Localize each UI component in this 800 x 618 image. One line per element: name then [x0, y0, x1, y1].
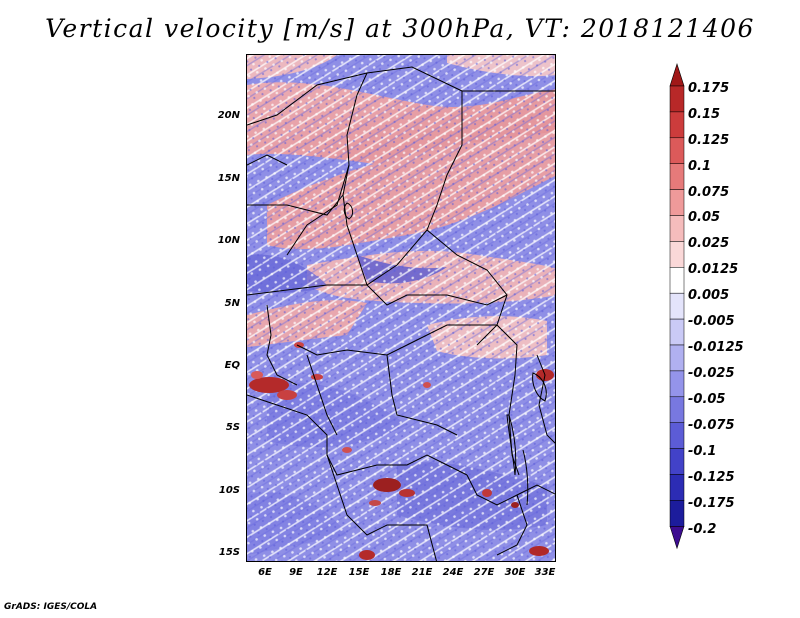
colorbar-label: -0.0125	[688, 340, 744, 355]
colorbar	[669, 63, 685, 550]
colorbar-label: 0.0125	[688, 262, 739, 277]
lon-label-15e: 15E	[348, 567, 370, 578]
colorbar-label: -0.005	[688, 314, 735, 329]
lat-label-5s: 5S	[225, 422, 240, 433]
colorbar-label: -0.175	[688, 496, 735, 511]
colorbar-label: -0.125	[688, 470, 735, 485]
colorbar-max-arrow	[669, 63, 685, 87]
colorbar-label: 0.005	[688, 288, 730, 303]
colorbar-segment	[669, 370, 685, 398]
lat-label-20n: 20N	[217, 110, 240, 121]
colorbar-segment	[669, 85, 685, 113]
colorbar-segment	[669, 422, 685, 449]
lakes	[343, 202, 547, 506]
colorbar-segment	[669, 344, 685, 372]
lon-label-33e: 33E	[534, 567, 556, 578]
lat-label-15n: 15N	[217, 173, 240, 184]
colorbar-label: 0.1	[688, 159, 712, 174]
colorbar-segment	[669, 189, 685, 216]
colorbar-segment	[669, 137, 685, 164]
vertical-velocity-map	[246, 54, 556, 562]
convective-cores	[249, 342, 554, 560]
colorbar-label: -0.2	[688, 522, 717, 537]
colorbar-label: -0.025	[688, 366, 735, 381]
colorbar-label: 0.175	[688, 81, 730, 96]
colorbar-segment	[669, 474, 685, 501]
colorbar-segment	[669, 500, 685, 527]
lat-label-eq: EQ	[224, 360, 240, 371]
colorbar-label: 0.125	[688, 133, 730, 148]
lon-label-30e: 30E	[504, 567, 526, 578]
map-canvas	[247, 55, 555, 561]
colorbar-segment	[669, 267, 685, 294]
lon-label-18e: 18E	[380, 567, 402, 578]
colorbar-label: 0.15	[688, 107, 721, 122]
lat-label-10s: 10S	[218, 485, 240, 496]
colorbar-segment	[669, 111, 685, 139]
colorbar-segment	[669, 241, 685, 268]
colorbar-segment	[669, 163, 685, 190]
lon-label-9e: 9E	[289, 567, 303, 578]
lat-label-10n: 10N	[217, 235, 240, 246]
colorbar-label: -0.075	[688, 418, 735, 433]
colorbar-label: 0.075	[688, 185, 730, 200]
colorbar-label: -0.1	[688, 444, 717, 459]
colorbar-segment	[669, 215, 685, 242]
colorbar-label: -0.05	[688, 392, 726, 407]
lon-label-6e: 6E	[258, 567, 272, 578]
lat-label-5n: 5N	[224, 298, 240, 309]
lon-label-24e: 24E	[442, 567, 464, 578]
lon-label-12e: 12E	[316, 567, 338, 578]
colorbar-segment	[669, 292, 685, 320]
lat-label-15s: 15S	[218, 547, 240, 558]
grads-credit: GrADS: IGES/COLA	[4, 602, 98, 612]
lon-label-21e: 21E	[411, 567, 433, 578]
colorbar-segment	[669, 448, 685, 475]
colorbar-segment	[669, 318, 685, 346]
lon-label-27e: 27E	[473, 567, 495, 578]
colorbar-label: 0.05	[688, 210, 721, 225]
colorbar-label: 0.025	[688, 236, 730, 251]
field-speckle	[247, 55, 555, 561]
chart-title: Vertical velocity [m/s] at 300hPa, VT: 2…	[45, 14, 755, 43]
colorbar-min-arrow	[669, 525, 685, 550]
colorbar-segment	[669, 396, 685, 423]
